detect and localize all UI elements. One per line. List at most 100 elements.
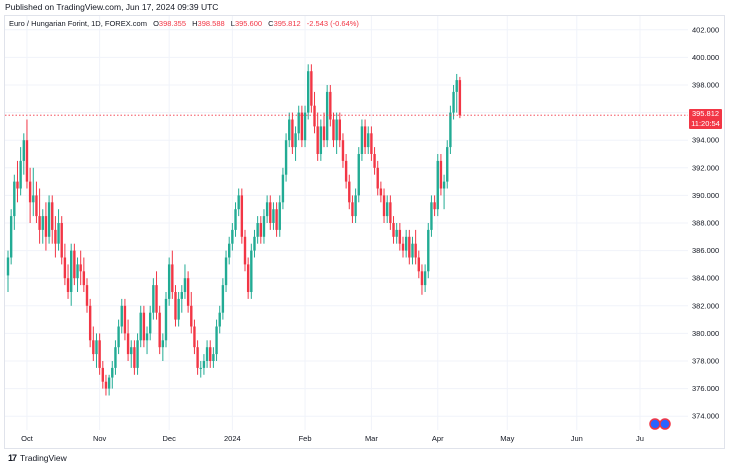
candle-body: [259, 223, 262, 237]
candle-body: [95, 340, 98, 355]
candle-body: [177, 298, 180, 320]
candle: [408, 229, 411, 265]
candle-body: [164, 298, 168, 341]
candle: [38, 188, 41, 244]
candle-body: [70, 250, 73, 292]
brand-name: TradingView: [20, 453, 67, 463]
y-tick-label: 392.000: [692, 163, 719, 172]
x-axis: Oct Nov Dec 2024 Feb Mar Apr May Jun Ju: [21, 434, 644, 443]
candle: [262, 209, 266, 244]
candle-body: [408, 236, 411, 258]
candle: [73, 243, 76, 286]
candle-body: [414, 243, 417, 258]
candle: [423, 264, 427, 292]
candle-body: [218, 312, 221, 327]
chart-frame: [4, 15, 725, 449]
candle: [376, 160, 379, 196]
candle-body: [234, 209, 237, 230]
candle: [145, 326, 149, 355]
candle: [139, 305, 142, 348]
x-tick-label: Apr: [432, 434, 444, 443]
candle: [319, 119, 323, 161]
candle: [250, 243, 253, 299]
candle-body: [9, 216, 13, 258]
candle-body: [149, 312, 152, 334]
candle: [436, 154, 439, 217]
candle-body: [142, 312, 146, 341]
legend-close-label: C: [268, 19, 274, 28]
candle: [28, 167, 32, 223]
candle-body: [395, 229, 398, 237]
brand-logo[interactable]: 17 TradingView: [8, 453, 67, 463]
candle-body: [6, 257, 10, 276]
candle: [32, 167, 35, 217]
candle-body: [313, 105, 316, 127]
candle-body: [288, 119, 291, 141]
y-tick-label: 398.000: [692, 81, 719, 90]
candle-body: [152, 285, 155, 313]
candle: [79, 250, 82, 286]
candle: [76, 257, 79, 292]
candle: [259, 216, 262, 244]
candle: [392, 216, 395, 244]
candle-body: [32, 195, 35, 203]
candle: [411, 236, 414, 265]
candle-body: [423, 271, 427, 286]
candle: [335, 112, 338, 154]
candle: [297, 105, 300, 141]
x-tick-label: Feb: [299, 434, 312, 443]
candle: [398, 223, 402, 251]
candle-body: [386, 202, 389, 217]
candle: [307, 64, 310, 120]
candle-body: [38, 216, 41, 230]
candle: [458, 76, 462, 119]
candle: [101, 361, 104, 389]
candle: [88, 298, 92, 348]
candle: [209, 340, 212, 368]
candle: [449, 105, 452, 154]
candle: [57, 209, 60, 251]
candle: [155, 271, 158, 320]
candle-body: [325, 91, 329, 141]
candle-body: [246, 264, 250, 292]
candle: [111, 361, 114, 389]
candle: [329, 85, 332, 127]
candle-body: [300, 112, 304, 141]
candle: [228, 236, 231, 265]
candle: [177, 292, 180, 327]
candle-body: [303, 112, 307, 141]
candle-body: [101, 367, 104, 382]
candle-body: [338, 119, 341, 141]
candle-body: [161, 340, 165, 348]
candle: [82, 257, 86, 292]
nav-badge-icon-1[interactable]: [649, 418, 661, 430]
candle-body: [294, 133, 297, 148]
candle-body: [73, 250, 76, 279]
candle-body: [310, 71, 313, 106]
candle: [310, 64, 313, 113]
candle-body: [360, 126, 364, 154]
candle-body: [139, 312, 142, 341]
candle-body: [250, 250, 253, 292]
candle-body: [420, 271, 424, 286]
candle: [417, 250, 420, 279]
nav-badge-icon-2[interactable]: [659, 418, 671, 430]
candle: [199, 361, 202, 378]
candle: [275, 202, 278, 237]
legend-close-value: 395.812: [273, 19, 301, 28]
candle: [212, 347, 215, 368]
candle: [446, 140, 449, 189]
candle: [332, 112, 335, 148]
candle-body: [458, 80, 462, 116]
nav-badges[interactable]: [649, 418, 671, 430]
candle-body: [130, 347, 133, 355]
candle-body: [228, 243, 231, 258]
legend-low-value: 395.600: [234, 19, 263, 28]
candle: [373, 147, 376, 175]
candle-body: [316, 126, 319, 154]
candle: [142, 305, 146, 348]
legend-high-value: 398.588: [197, 19, 225, 28]
candle-body: [167, 264, 171, 299]
published-text: Published on TradingView.com, Jun 17, 20…: [5, 2, 219, 12]
